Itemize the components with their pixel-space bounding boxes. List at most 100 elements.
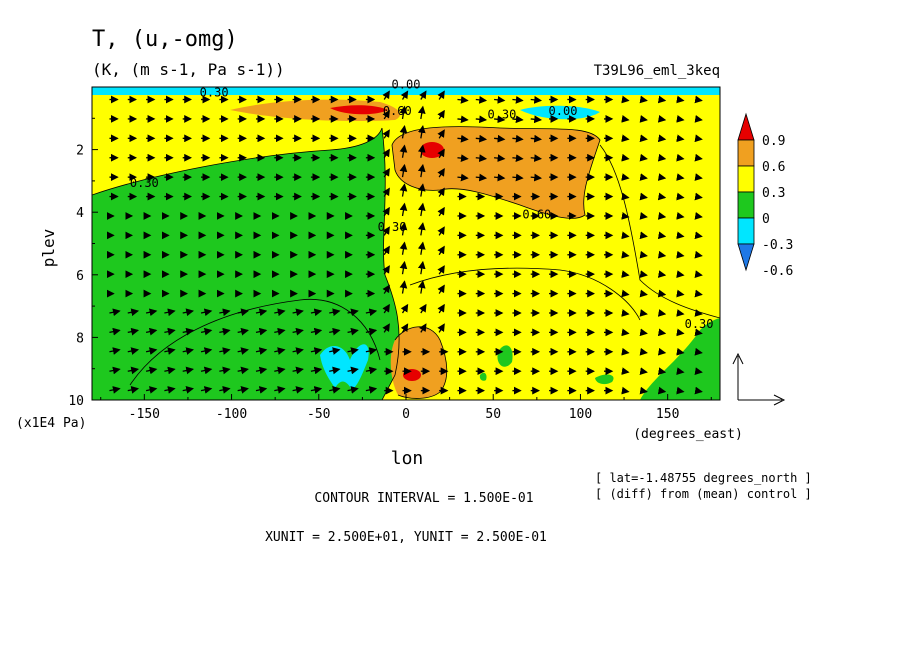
- wind-vector: [382, 148, 390, 159]
- wind-vector: [639, 115, 648, 123]
- wind-vector: [494, 115, 506, 124]
- wind-vector: [657, 192, 667, 201]
- wind-vector: [457, 115, 469, 124]
- green-blob-2: [595, 374, 614, 385]
- wind-vector: [274, 308, 286, 317]
- wind-vector: [676, 347, 685, 356]
- wind-vector: [437, 148, 445, 159]
- cyan-region-lower: [320, 344, 369, 390]
- wind-vector: [419, 90, 427, 100]
- wind-vector: [200, 327, 213, 336]
- wind-vector: [639, 309, 648, 317]
- wind-vector: [457, 154, 469, 162]
- wind-vector: [347, 386, 359, 394]
- colorbar: 0.9 0.6 0.3 0 -0.3 -0.6: [737, 112, 793, 279]
- wind-vector: [382, 187, 390, 197]
- wind-vector: [530, 95, 543, 104]
- plot-area: [92, 87, 720, 400]
- wind-vector: [657, 347, 667, 356]
- wind-vector: [639, 173, 648, 181]
- wind-vector: [310, 386, 323, 394]
- wind-vector: [621, 386, 630, 395]
- wind-vector: [657, 134, 667, 143]
- wind-vector: [494, 95, 506, 104]
- wind-vector: [127, 386, 140, 394]
- colorbar-segment: [737, 165, 755, 193]
- x-tick-label: -100: [216, 407, 247, 422]
- contour-label: 0.60: [383, 104, 412, 118]
- wind-vector: [145, 347, 158, 355]
- wind-vector: [419, 303, 427, 314]
- wind-vector: [399, 260, 408, 275]
- wind-vector: [109, 366, 121, 375]
- wind-vector: [475, 173, 488, 182]
- wind-vector: [621, 95, 630, 104]
- wind-vector: [621, 328, 630, 337]
- wind-vector: [621, 153, 630, 162]
- wind-vector: [475, 95, 488, 104]
- wind-vector: [694, 173, 703, 181]
- wind-vector: [292, 347, 304, 355]
- wind-vector: [237, 308, 249, 317]
- wind-vector: [417, 202, 426, 217]
- wind-vector: [145, 366, 158, 375]
- wind-vector: [417, 280, 426, 294]
- wind-vector: [237, 366, 249, 375]
- wind-vector: [292, 327, 304, 336]
- wind-vector: [639, 289, 648, 298]
- x-tick-label: -150: [129, 407, 160, 422]
- wind-vector: [621, 347, 630, 356]
- wind-vector: [457, 173, 469, 182]
- wind-vector: [437, 226, 445, 236]
- wind-vector: [219, 327, 231, 336]
- wind-vector: [512, 95, 524, 104]
- wind-vector: [200, 308, 213, 317]
- wind-vector: [274, 366, 286, 375]
- wind-vector: [399, 105, 408, 120]
- wind-vector: [274, 327, 286, 336]
- wind-vector: [164, 386, 176, 394]
- wind-vector: [657, 367, 667, 375]
- wind-vector: [639, 231, 648, 240]
- wind-vector: [694, 95, 703, 104]
- wind-vector: [676, 270, 685, 278]
- wind-vector: [657, 95, 667, 104]
- wind-vector: [182, 366, 194, 375]
- wind-vector: [657, 386, 667, 395]
- wind-vector: [676, 153, 685, 162]
- wind-vector: [437, 168, 445, 178]
- wind-vector: [437, 129, 445, 139]
- wind-vector: [127, 347, 140, 355]
- wind-vector: [274, 386, 286, 394]
- orange-region-lower: [390, 326, 447, 399]
- wind-vector: [382, 265, 390, 275]
- x-tick-label: 100: [569, 407, 592, 422]
- colorbar-label: 0.6: [762, 160, 785, 175]
- wind-vector: [621, 134, 630, 143]
- wind-vector: [657, 231, 667, 240]
- wind-vector: [417, 260, 426, 275]
- wind-vector: [676, 386, 685, 395]
- wind-vector: [694, 134, 703, 143]
- wind-vector: [417, 183, 426, 197]
- wind-vector: [417, 144, 426, 158]
- contour-label: 0.30: [487, 107, 516, 121]
- contour-labels: 0.30 0.30 0.30 0.30 0.60 0.60 0.00 0.30 0.00: [130, 78, 714, 331]
- wind-vector: [365, 386, 378, 394]
- chart-title: T, (u,-omg): [92, 27, 238, 52]
- wind-vector: [200, 386, 213, 394]
- green-region-east: [640, 318, 720, 400]
- wind-vector: [694, 212, 703, 220]
- wind-vector: [417, 125, 426, 139]
- wind-vector: [347, 366, 359, 375]
- wind-vector: [676, 173, 685, 181]
- wind-vector: [329, 366, 341, 375]
- wind-vector: [621, 115, 630, 123]
- contour-label: 0.30: [685, 317, 714, 331]
- wind-vector: [657, 115, 667, 123]
- wind-vector: [347, 327, 359, 336]
- wind-vector: [437, 187, 445, 197]
- wind-vector: [255, 308, 268, 317]
- wind-vector: [621, 231, 630, 240]
- wind-vector: [437, 265, 445, 275]
